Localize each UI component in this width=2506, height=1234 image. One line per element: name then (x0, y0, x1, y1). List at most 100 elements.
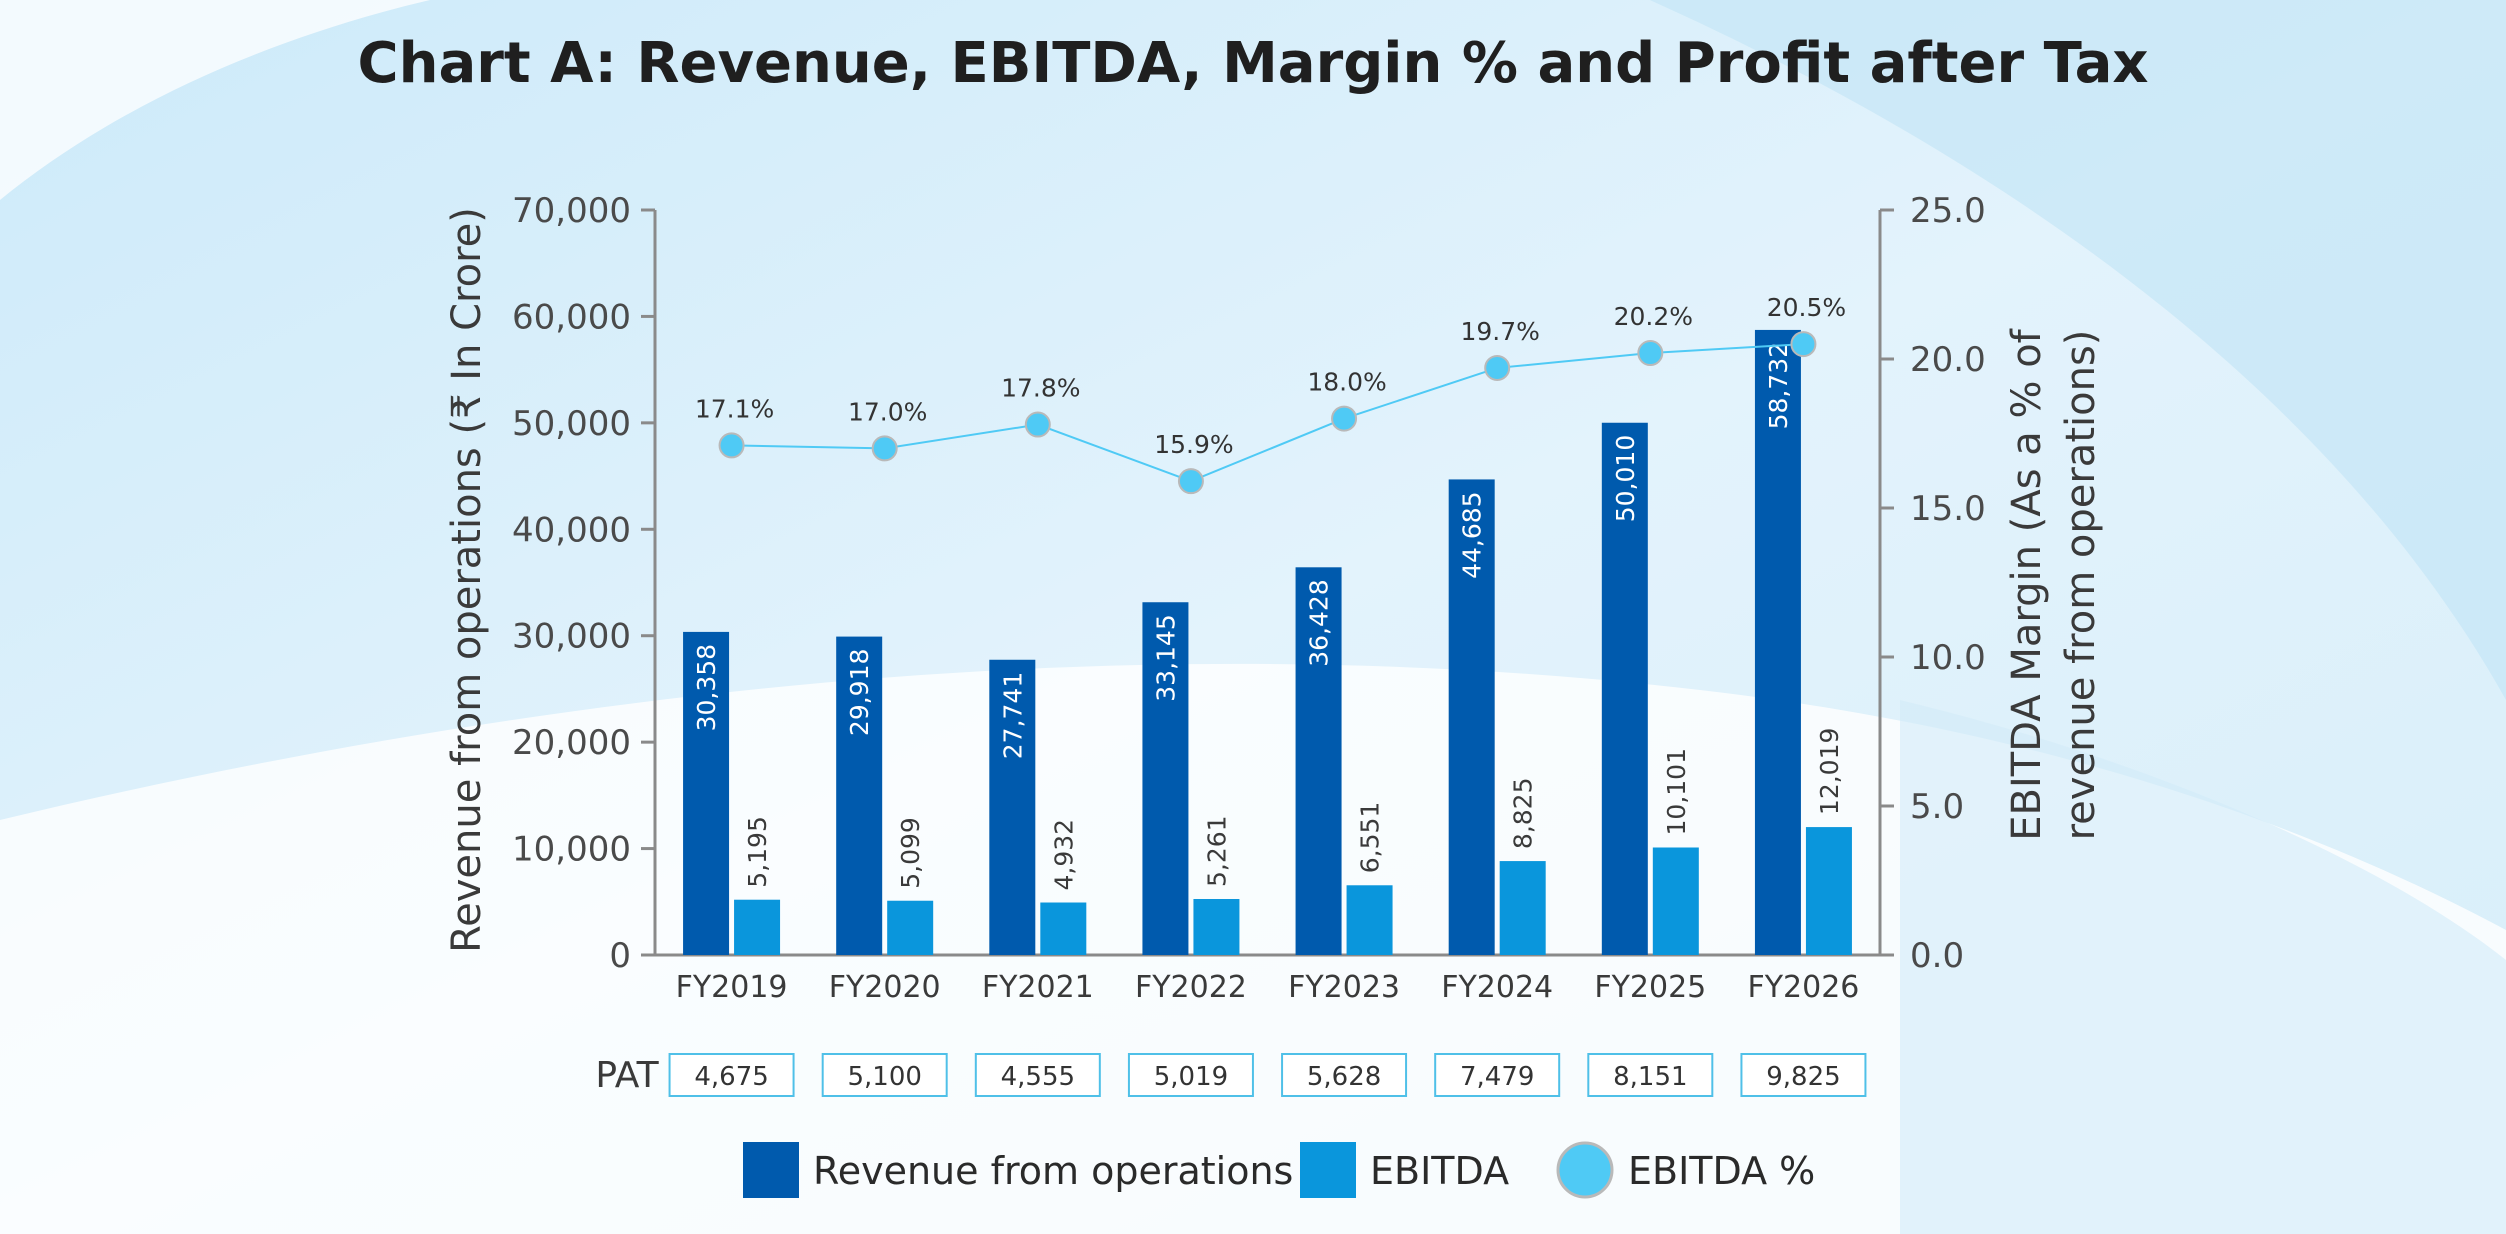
pat-box (1587, 1053, 1714, 1097)
x-tick-label: FY2022 (1135, 970, 1247, 1005)
ebitda-bar-label: 5,195 (743, 816, 772, 888)
ebitda-pct-point (1637, 340, 1664, 367)
ebitda-pct-label: 20.2% (1614, 302, 1693, 331)
pat-box (1740, 1053, 1867, 1097)
x-tick-label: FY2019 (676, 970, 788, 1005)
revenue-bar-label: 27,741 (998, 672, 1027, 759)
x-tick-label: FY2025 (1594, 970, 1706, 1005)
y-axis-title-left: Revenue from operations (₹ In Crore) (444, 207, 490, 953)
pat-value: 5,628 (1307, 1062, 1381, 1092)
ebitda-pct-label: 20.5% (1767, 293, 1846, 322)
ebitda-bar-label: 8,825 (1509, 777, 1538, 849)
y-tick-label: 50,000 (512, 404, 631, 444)
ebitda-bar (1652, 847, 1699, 955)
ebitda-pct-point (1177, 468, 1204, 495)
pat-box (1127, 1053, 1254, 1097)
ebitda-pct-line: 17.1% 17.0% 17.8% 15.9% 18.0% 19.7% 20.2% 20.5% (695, 293, 1846, 495)
ebitda-bar-label: 12,019 (1815, 728, 1844, 815)
ebitda-pct-point (1484, 354, 1511, 381)
pat-box (974, 1053, 1101, 1097)
revenue-bar-label: 30,358 (692, 644, 721, 731)
bars: 30,358 5,195 29,918 5,099 27,741 4,932 33,145 5… (683, 329, 1852, 955)
revenue-bar-label: 29,918 (845, 649, 874, 736)
ebitda-bar (1346, 885, 1393, 955)
pat-value: 7,479 (1460, 1062, 1534, 1092)
ebitda-pct-point (1790, 331, 1817, 358)
revenue-bar (1142, 602, 1189, 955)
ebitda-pct-point (1331, 405, 1358, 432)
chart-title: Chart A: Revenue, EBITDA, Margin % and P… (357, 31, 2148, 96)
legend-swatch-ebitda (1300, 1142, 1356, 1198)
legend-label-revenue: Revenue from operations (813, 1149, 1293, 1193)
legend-swatch-revenue (743, 1142, 799, 1198)
revenue-bar (683, 631, 730, 955)
revenue-bar-label: 44,685 (1458, 491, 1487, 578)
legend-label-ebitda-pct: EBITDA % (1628, 1149, 1815, 1193)
revenue-bar (1295, 567, 1342, 955)
ebitda-pct-label: 15.9% (1154, 430, 1233, 459)
revenue-bar (836, 636, 883, 955)
pat-value: 9,825 (1766, 1062, 1840, 1092)
ebitda-bar (734, 899, 781, 955)
revenue-bar-label: 50,010 (1611, 435, 1640, 522)
pat-value: 8,151 (1613, 1062, 1687, 1092)
pat-value: 4,675 (694, 1062, 768, 1092)
x-tick-label: FY2021 (982, 970, 1094, 1005)
ebitda-pct-point (718, 432, 745, 459)
ebitda-bar (1805, 827, 1852, 955)
ebitda-pct-point (1024, 411, 1051, 438)
ebitda-pct-point (871, 435, 898, 462)
pat-row: PAT 4,675 5,100 4,555 5,019 5,628 7,479 8,151 9,… (595, 1053, 1867, 1097)
x-tick-label: FY2020 (829, 970, 941, 1005)
y2-tick-label: 10.0 (1910, 638, 1986, 678)
y-axis-title-right: EBITDA Margin (As a % of revenue from op… (2004, 328, 2104, 840)
ebitda-bar (1499, 861, 1546, 955)
ebitda-pct-label: 17.8% (1001, 374, 1080, 403)
y-tick-label: 0 (609, 936, 631, 976)
ebitda-bar-label: 5,261 (1202, 815, 1231, 887)
ebitda-bar (1193, 899, 1240, 955)
ebitda-bar-label: 10,101 (1662, 748, 1691, 835)
y2-axis-title-line1: EBITDA Margin (As a % of (2004, 328, 2050, 840)
ebitda-pct-label: 17.1% (695, 394, 774, 423)
ebitda-bar-label: 4,932 (1049, 819, 1078, 891)
y-tick-label: 70,000 (512, 191, 631, 231)
pat-box (1281, 1053, 1408, 1097)
legend-swatch-ebitda-pct (1556, 1141, 1614, 1199)
ebitda-pct-polyline (731, 343, 1804, 483)
y-tick-label: 20,000 (512, 723, 631, 763)
pat-title: PAT (595, 1055, 659, 1096)
y-tick-label: 60,000 (512, 297, 631, 337)
pat-box (821, 1053, 948, 1097)
y-tick-label: 10,000 (512, 830, 631, 870)
legend-label-ebitda: EBITDA (1370, 1149, 1509, 1193)
ebitda-bar-label: 6,551 (1356, 802, 1385, 874)
y2-tick-label: 0.0 (1910, 936, 1964, 976)
y2-tick-label: 15.0 (1910, 489, 1986, 529)
revenue-bar-label: 33,145 (1151, 614, 1180, 701)
y-tick-label: 40,000 (512, 510, 631, 550)
x-tick-label: FY2023 (1288, 970, 1400, 1005)
revenue-bar (989, 659, 1036, 955)
revenue-bar (1448, 479, 1495, 955)
ebitda-pct-label: 18.0% (1307, 368, 1386, 397)
y2-tick-label: 20.0 (1910, 340, 1986, 380)
revenue-bar-label: 58,732 (1764, 342, 1793, 429)
pat-box (1434, 1053, 1561, 1097)
pat-value: 5,100 (847, 1062, 921, 1092)
y-axis-title: Revenue from operations (₹ In Crore) (444, 207, 490, 953)
y-tick-label: 30,000 (512, 617, 631, 657)
x-tick-label: FY2024 (1441, 970, 1553, 1005)
ebitda-bar (887, 900, 934, 955)
y2-tick-label: 25.0 (1910, 191, 1986, 231)
y2-tick-label: 5.0 (1910, 787, 1964, 827)
revenue-bar (1601, 422, 1648, 955)
revenue-bar-label: 36,428 (1305, 579, 1334, 666)
x-tick-label: FY2026 (1747, 970, 1859, 1005)
ebitda-bar (1040, 902, 1087, 955)
ebitda-bar-label: 5,099 (896, 817, 925, 889)
ebitda-pct-label: 19.7% (1460, 317, 1539, 346)
revenue-bar (1754, 329, 1801, 955)
